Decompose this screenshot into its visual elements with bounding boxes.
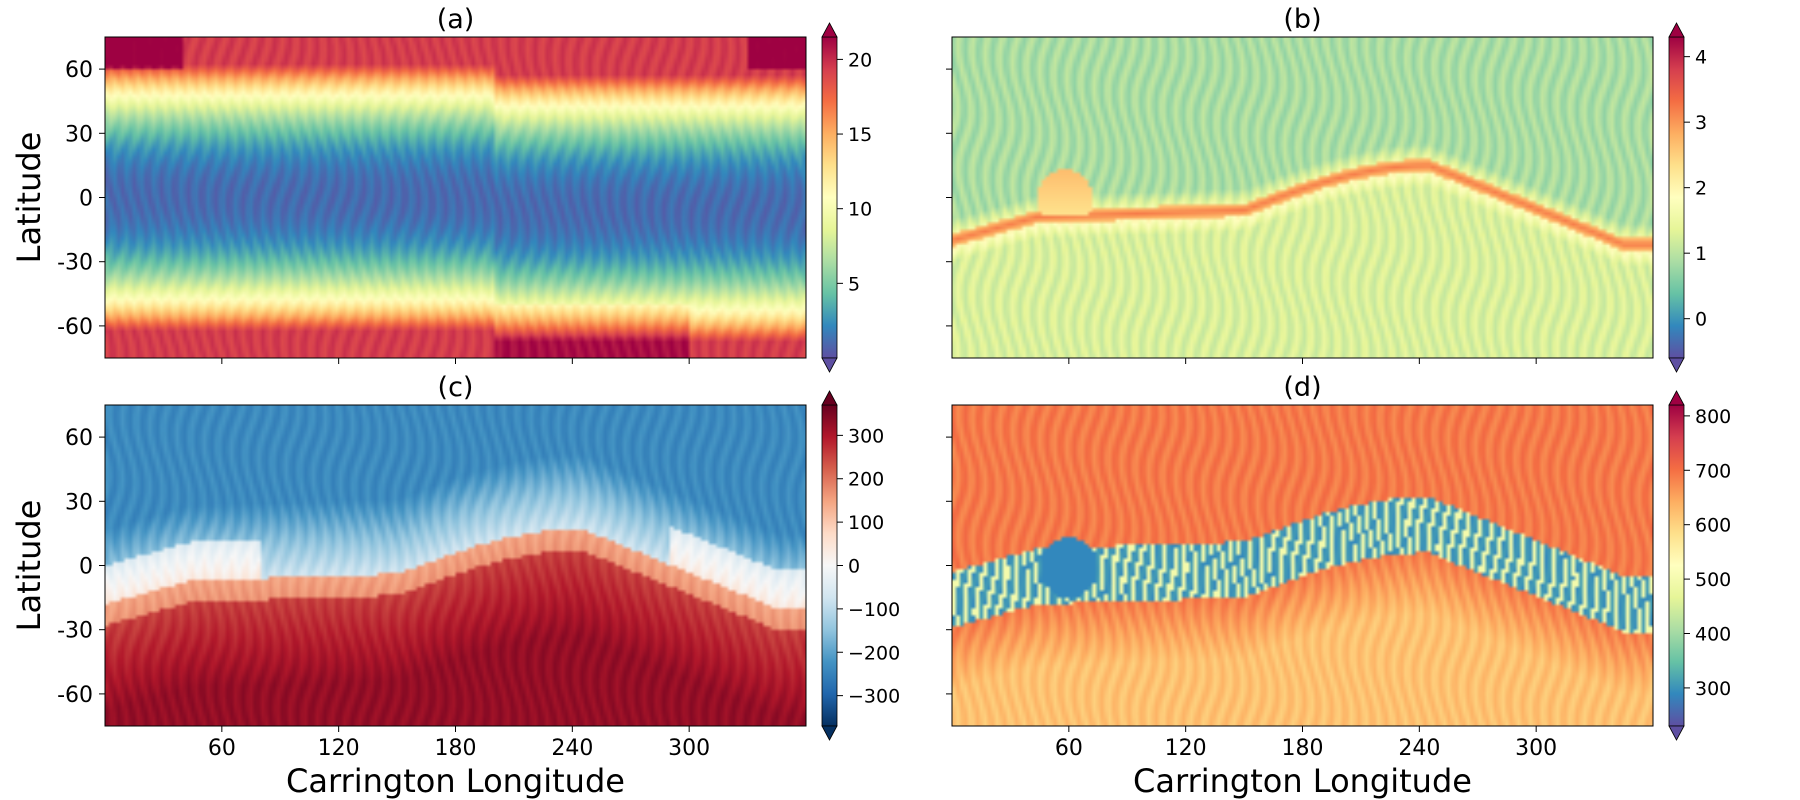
- y-tick-label: 0: [79, 555, 93, 580]
- colorbar-tick-label: 100: [848, 512, 884, 534]
- colorbar-max-extend: [1668, 22, 1685, 38]
- panel-title: (c): [438, 372, 474, 403]
- colorbar-tick-label: 2: [1695, 178, 1707, 200]
- colorbar-min-extend: [821, 725, 838, 741]
- colorbar-max-extend: [821, 22, 838, 38]
- x-tick-label: 300: [668, 736, 710, 761]
- colorbar: 300 400 500 600 700 800: [1668, 390, 1731, 741]
- colorbar-max-extend: [821, 390, 838, 406]
- colorbar-tick-label: −100: [848, 599, 900, 621]
- panel-b: (b) 0 1 2 3 4: [946, 4, 1707, 373]
- colorbar-tick-label: −300: [848, 686, 900, 708]
- colorbar-gradient: [821, 36, 838, 359]
- colorbar-tick-label: 4: [1695, 47, 1707, 69]
- colorbar-tick-label: 3: [1695, 112, 1707, 134]
- colorbar-gradient: [1668, 36, 1685, 359]
- colorbar-tick-label: 15: [848, 124, 872, 146]
- panel-c: (c)60 120 180 240 30060300-30-60LatitudeCarr…: [10, 372, 900, 800]
- colorbar-tick-label: 500: [1695, 569, 1731, 591]
- heatmap-image: [952, 37, 1653, 358]
- heatmap-image: [105, 37, 806, 358]
- x-tick-label: 120: [318, 736, 360, 761]
- colorbar-tick-label: 5: [848, 273, 860, 295]
- panel-title: (b): [1283, 4, 1321, 35]
- x-tick-label: 180: [435, 736, 477, 761]
- heatmap-image: [105, 405, 806, 726]
- x-tick-label: 60: [1055, 736, 1083, 761]
- colorbar-tick-label: 700: [1695, 460, 1731, 482]
- colorbar-min-extend: [1668, 725, 1685, 741]
- heatmap-image: [952, 405, 1653, 726]
- colorbar-min-extend: [821, 357, 838, 373]
- colorbar-gradient: [1668, 404, 1685, 727]
- y-axis-label: Latitude: [10, 132, 48, 264]
- y-tick-label: 30: [65, 122, 93, 147]
- panel-a: (a) 60 30 0 -30 -60 Latitude 5 10 15 20: [10, 4, 872, 373]
- colorbar-tick-label: 400: [1695, 624, 1731, 646]
- x-tick-label: 300: [1515, 736, 1557, 761]
- x-axis-label: Carrington Longitude: [1133, 762, 1472, 800]
- colorbar-tick-label: 1: [1695, 243, 1707, 265]
- colorbar-max-extend: [1668, 390, 1685, 406]
- x-tick-label: 240: [1398, 736, 1440, 761]
- colorbar: 300 200 100 0 −100 −200 −300: [821, 390, 900, 741]
- colorbar-tick-label: 20: [848, 49, 872, 71]
- colorbar-tick-label: 0: [848, 556, 860, 578]
- y-tick-label: -60: [57, 315, 93, 340]
- x-tick-label: 120: [1165, 736, 1207, 761]
- colorbar-tick-label: 300: [1695, 678, 1731, 700]
- colorbar-tick-label: 0: [1695, 309, 1707, 331]
- panel-title: (d): [1283, 372, 1321, 403]
- colorbar-tick-label: 600: [1695, 515, 1731, 537]
- x-tick-label: 60: [208, 736, 236, 761]
- x-tick-label: 180: [1282, 736, 1324, 761]
- y-tick-label: 60: [65, 426, 93, 451]
- panel-d: (d) 60 120 180 240 300 Carrington Longitude 300…: [946, 372, 1731, 800]
- colorbar: 5 10 15 20: [821, 22, 872, 373]
- colorbar: 0 1 2 3 4: [1668, 22, 1707, 373]
- colorbar-tick-label: 300: [848, 425, 884, 447]
- y-tick-label: 0: [79, 187, 93, 212]
- y-tick-label: 60: [65, 58, 93, 83]
- colorbar-gradient: [821, 404, 838, 727]
- colorbar-tick-label: 200: [848, 469, 884, 491]
- colorbar-min-extend: [1668, 357, 1685, 373]
- y-tick-label: 30: [65, 490, 93, 515]
- y-tick-label: -60: [57, 683, 93, 708]
- x-tick-label: 240: [551, 736, 593, 761]
- colorbar-tick-label: 10: [848, 199, 872, 221]
- colorbar-tick-label: −200: [848, 642, 900, 664]
- x-axis-label: Carrington Longitude: [286, 762, 625, 800]
- colorbar-tick-label: 800: [1695, 406, 1731, 428]
- y-tick-label: -30: [57, 619, 93, 644]
- y-tick-label: -30: [57, 251, 93, 276]
- y-axis-label: Latitude: [10, 500, 48, 632]
- panel-title: (a): [437, 4, 475, 35]
